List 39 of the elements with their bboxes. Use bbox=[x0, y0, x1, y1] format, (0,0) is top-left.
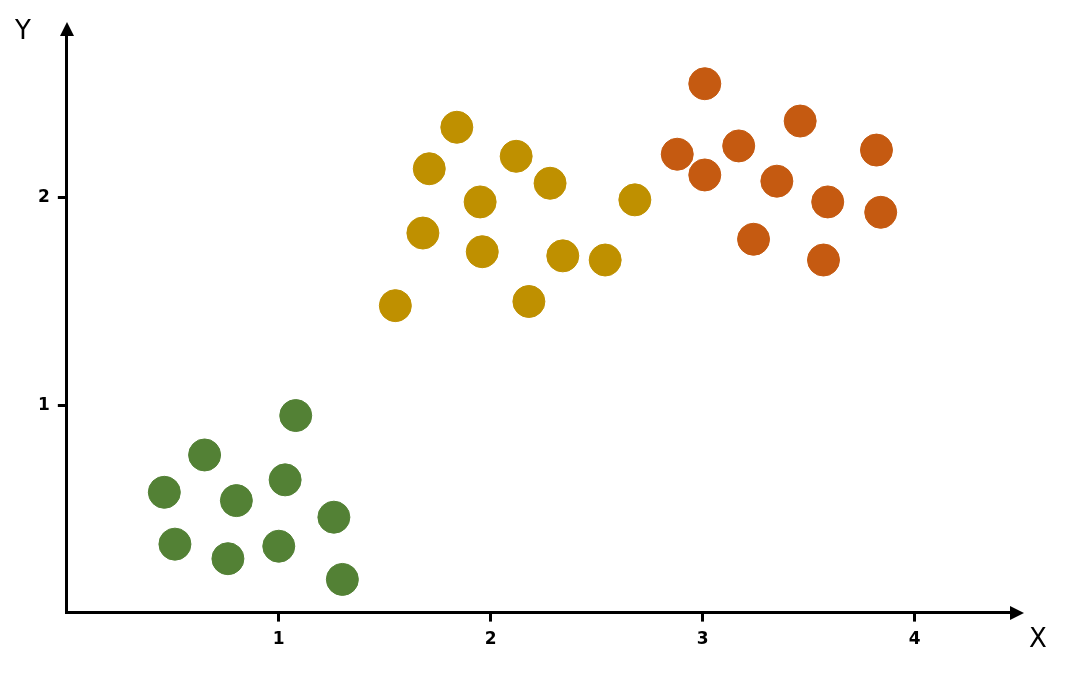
point bbox=[660, 137, 694, 171]
point bbox=[463, 185, 497, 219]
x-tick-label: 2 bbox=[484, 628, 497, 649]
point bbox=[806, 243, 840, 277]
point bbox=[378, 289, 412, 323]
point bbox=[512, 284, 546, 318]
point bbox=[412, 152, 446, 186]
point bbox=[188, 438, 222, 472]
point bbox=[325, 562, 359, 596]
point bbox=[688, 158, 722, 192]
point bbox=[499, 139, 533, 173]
point bbox=[147, 475, 181, 509]
point bbox=[811, 185, 845, 219]
y-axis-title: Y bbox=[13, 14, 31, 45]
x-tick-label: 4 bbox=[908, 628, 921, 649]
point bbox=[783, 104, 817, 138]
point bbox=[211, 542, 245, 576]
x-tick-label: 3 bbox=[696, 628, 709, 649]
point bbox=[864, 195, 898, 229]
point bbox=[588, 243, 622, 277]
point bbox=[533, 166, 567, 200]
point bbox=[722, 129, 756, 163]
point bbox=[317, 500, 351, 534]
point bbox=[546, 239, 580, 273]
point bbox=[279, 399, 313, 433]
point bbox=[859, 133, 893, 167]
point bbox=[440, 110, 474, 144]
point bbox=[618, 183, 652, 217]
point bbox=[268, 463, 302, 497]
point bbox=[465, 235, 499, 269]
point bbox=[737, 222, 771, 256]
point bbox=[760, 164, 794, 198]
point bbox=[688, 67, 722, 101]
point bbox=[158, 527, 192, 561]
x-tick-label: 1 bbox=[272, 628, 285, 649]
x-axis-title: X bbox=[1029, 623, 1047, 654]
point bbox=[406, 216, 440, 250]
point bbox=[262, 529, 296, 563]
point bbox=[219, 484, 253, 518]
